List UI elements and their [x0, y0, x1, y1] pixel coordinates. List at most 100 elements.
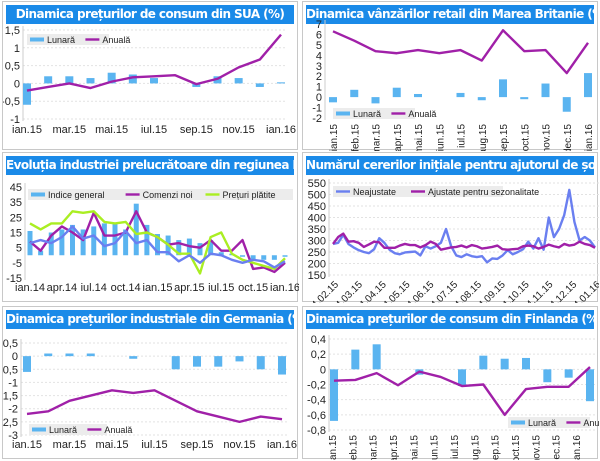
chart-panel-uk-retail: Dinamica vânzărilor retail din Marea Bri… [302, 1, 598, 151]
x-tick-label: iul.15 [141, 124, 167, 136]
y-tick-label: 0,5 [5, 61, 20, 73]
x-tick-label: oct.14 [111, 282, 141, 294]
bar-lunară [129, 356, 138, 359]
y-tick-label: -2 [8, 404, 18, 416]
legend: Neajustate Ajustate pentru sezonalitate [333, 186, 539, 197]
x-tick-label: oct.15 [238, 282, 268, 294]
bar-lunară [44, 76, 53, 84]
x-tick-label: ian.16 [266, 124, 296, 136]
legend-label: Comenzi noi [143, 190, 193, 200]
x-tick-label: ian.16 [584, 124, 595, 151]
bar-lunară [235, 356, 244, 362]
bar-lunară [543, 369, 552, 383]
x-tick-label: sep.15 [499, 124, 510, 151]
x-tick-label: apr.15 [389, 435, 400, 460]
y-tick-label: 2 [316, 71, 322, 83]
x-tick-label: mar.15 [372, 124, 383, 151]
bar-lunară [479, 355, 488, 370]
x-tick-label: ian.15 [329, 124, 340, 151]
chart-title: Dinamica vânzărilor retail din Marea Bri… [306, 5, 594, 24]
bar-lunară [277, 82, 285, 84]
y-tick-label: 150 [308, 270, 326, 282]
x-tick-label: mar.15 [369, 435, 380, 460]
bar-indice-general [112, 223, 118, 256]
bar-lunară [65, 76, 74, 84]
bar-lunară [584, 73, 592, 98]
bar-lunară [171, 356, 180, 370]
x-tick-label: aug.15 [470, 435, 481, 460]
bar-indice-general [261, 255, 267, 260]
y-tick-label: -5 [12, 258, 22, 270]
x-tick-label: sep.15 [180, 439, 213, 451]
bar-indice-general [80, 229, 86, 256]
legend-label: Lunară [47, 35, 75, 45]
legend-label: Indice general [48, 190, 105, 200]
y-tick-label: -1,5 [3, 391, 18, 403]
y-tick-label: -3 [8, 430, 18, 442]
y-tick-label: 0 [14, 78, 20, 90]
bar-lunară [23, 83, 31, 105]
bar-indice-general [70, 224, 75, 256]
bar-lunară [522, 357, 530, 370]
bar-indice-general [38, 250, 44, 256]
x-tick-label: mai.15 [95, 124, 128, 136]
legend-background [27, 34, 109, 45]
x-tick-label: sep.15 [180, 124, 213, 136]
legend-background [28, 189, 293, 200]
bar-lunară [330, 369, 338, 421]
chart-title: Dinamica prețurilor de consum din SUA (%… [6, 5, 294, 24]
x-tick-label: ian.14 [15, 282, 45, 294]
bar-lunară [86, 78, 95, 84]
x-tick-label: iul.15 [208, 282, 234, 294]
y-tick-label: 7 [316, 19, 322, 31]
bar-lunară [44, 353, 53, 357]
chart-panel-finland-cpi: Dinamica prețurilor de consum din Finlan… [302, 306, 599, 460]
line-anuală [332, 29, 589, 75]
y-tick-label: 1 [14, 43, 20, 55]
bar-lunară [128, 74, 137, 84]
y-tick-label: -2,5 [3, 417, 18, 429]
x-tick-label: iul.15 [457, 124, 468, 148]
bar-indice-general [133, 203, 139, 256]
chart-panel-germany-ppi: Dinamica prețurilor industriale din Germ… [2, 306, 298, 459]
bar-lunară [65, 353, 74, 357]
x-tick-label: apr.14 [47, 282, 78, 294]
bar-indice-general [59, 229, 65, 256]
bar-lunară [520, 97, 529, 100]
x-tick-label: mai.15 [95, 439, 128, 451]
y-tick-label: 4 [316, 50, 322, 62]
bar-lunară [256, 356, 265, 370]
chart-svg: -3-2,5-2-1,5 -1-0,500,5 ian.15 mar.15 mai.15… [3, 338, 297, 451]
x-tick-label: nov.15 [542, 124, 553, 151]
bar-indice-general [123, 229, 129, 256]
legend: Lunară Anuală [29, 424, 132, 435]
legend-label: Prețuri plătite [223, 190, 276, 200]
x-tick-label: mai.15 [414, 124, 425, 151]
chart-panel-philadelphia: Evoluția industriei prelucrătoare din re… [2, 152, 299, 302]
bar-lunară [500, 358, 509, 370]
chart-panel-us-cpi: Dinamica prețurilor de consum din SUA (%… [2, 1, 298, 150]
legend-label: Ajustate pentru sezonalitate [428, 187, 539, 197]
x-tick-label: sep.15 [491, 435, 502, 460]
bar-lunară [107, 72, 116, 84]
bar-indice-general [282, 255, 288, 257]
x-tick-label: ian.15 [328, 435, 339, 460]
y-tick-label: 300 [308, 236, 326, 248]
y-tick-label: -1 [8, 377, 18, 389]
bar-indice-general [250, 255, 256, 260]
chart-title: Numărul cererilor inițiale pentru ajutor… [306, 156, 594, 175]
legend: Lunară Anuală [508, 417, 599, 428]
legend-label: Anuală [102, 35, 130, 45]
line-anuală [26, 389, 283, 424]
y-tick-label: 25 [10, 212, 22, 224]
bar-indice-general [91, 226, 97, 256]
y-tick-label: -15 [6, 273, 22, 285]
x-tick-label: iun.15 [430, 435, 441, 460]
bar-lunară [372, 344, 381, 370]
legend: Lunară Anuală [27, 34, 130, 45]
bar-indice-general [155, 234, 160, 256]
x-tick-label: aug.15 [478, 124, 489, 151]
chart-svg: -0,8 -0,6 -0,4 -0,2 0 0,2 0,4 ian.15 feb.15 mar.1… [307, 334, 599, 460]
x-tick-label: iul.14 [81, 282, 107, 294]
